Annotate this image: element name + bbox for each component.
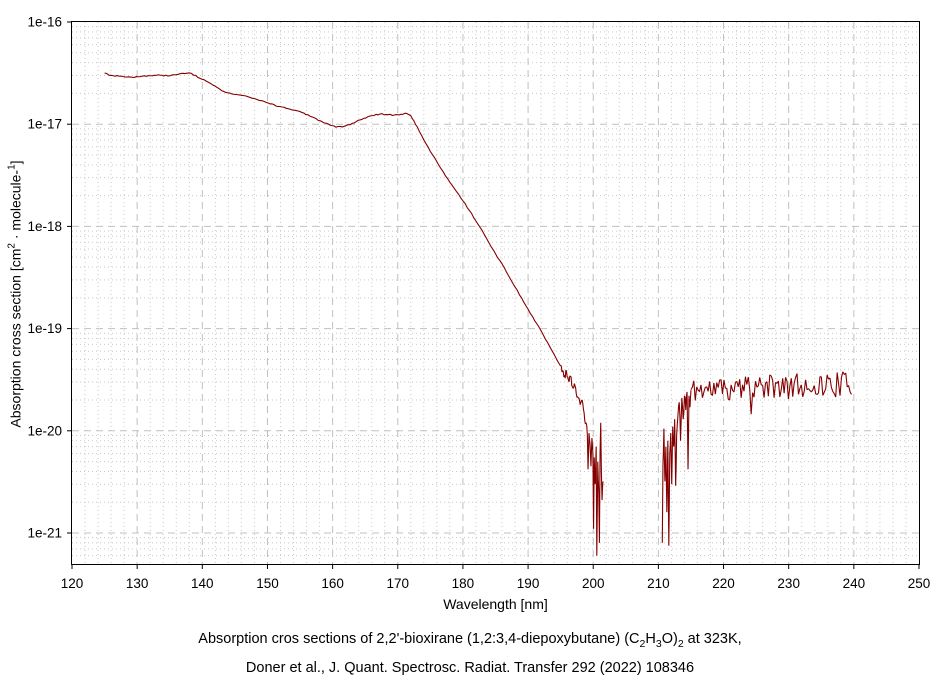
x-tick-label: 250 — [908, 576, 931, 591]
y-tick-label: 1e-19 — [27, 321, 62, 336]
sup-text: 1 — [6, 164, 18, 170]
minor-gridlines — [72, 22, 919, 564]
x-tick-label: 210 — [647, 576, 670, 591]
spectrum-curve-segment-noisy-plateau — [690, 371, 852, 415]
x-axis-title: Wavelength [nm] — [443, 596, 548, 612]
y-tick-label: 1e-21 — [27, 526, 62, 541]
spectrum-curve — [104, 72, 852, 556]
x-tick-label: 120 — [61, 576, 84, 591]
y-tick-label: 1e-18 — [27, 219, 62, 234]
x-tick-label: 220 — [712, 576, 735, 591]
spectrum-curve-segment-main-band — [104, 72, 562, 367]
caption-line-1: Absorption cros sections of 2,2'-bioxira… — [198, 631, 742, 650]
x-tick-label: 150 — [256, 576, 279, 591]
x-tick-label: 180 — [452, 576, 475, 591]
sub-text: 3 — [655, 637, 662, 650]
spectrum-curve-segment-recovery — [661, 390, 692, 546]
y-tick-label: 1e-20 — [27, 423, 62, 438]
sub-text: 2 — [639, 637, 646, 650]
plot-border — [71, 21, 920, 565]
spectrum-plot: 120 130 140 150 160 170 180 190 200 210 220 230 240 2… — [27, 15, 930, 613]
x-tick-label: 130 — [126, 576, 149, 591]
tick-labels: 120 130 140 150 160 170 180 190 200 210 220 230 240 2… — [27, 15, 930, 592]
x-tick-label: 200 — [582, 576, 605, 591]
x-tick-label: 160 — [321, 576, 344, 591]
y-axis-title: Absorption cross section [cm2 · molecule… — [6, 160, 24, 428]
sub-text: 2 — [677, 637, 684, 650]
axes-and-ticks — [67, 21, 920, 569]
caption-line-2: Doner et al., J. Quant. Spectrosc. Radia… — [245, 659, 695, 676]
sup-text: 2 — [6, 243, 18, 249]
x-tick-label: 140 — [191, 576, 214, 591]
y-tick-label: 1e-16 — [27, 15, 62, 30]
x-tick-label: 240 — [843, 576, 866, 591]
spectrum-curve-segment-deep-minimum — [560, 365, 604, 556]
y-tick-label: 1e-17 — [27, 117, 62, 132]
x-tick-label: 230 — [777, 576, 800, 591]
x-tick-label: 170 — [387, 576, 410, 591]
x-tick-label: 190 — [517, 576, 540, 591]
major-gridlines — [72, 22, 919, 564]
